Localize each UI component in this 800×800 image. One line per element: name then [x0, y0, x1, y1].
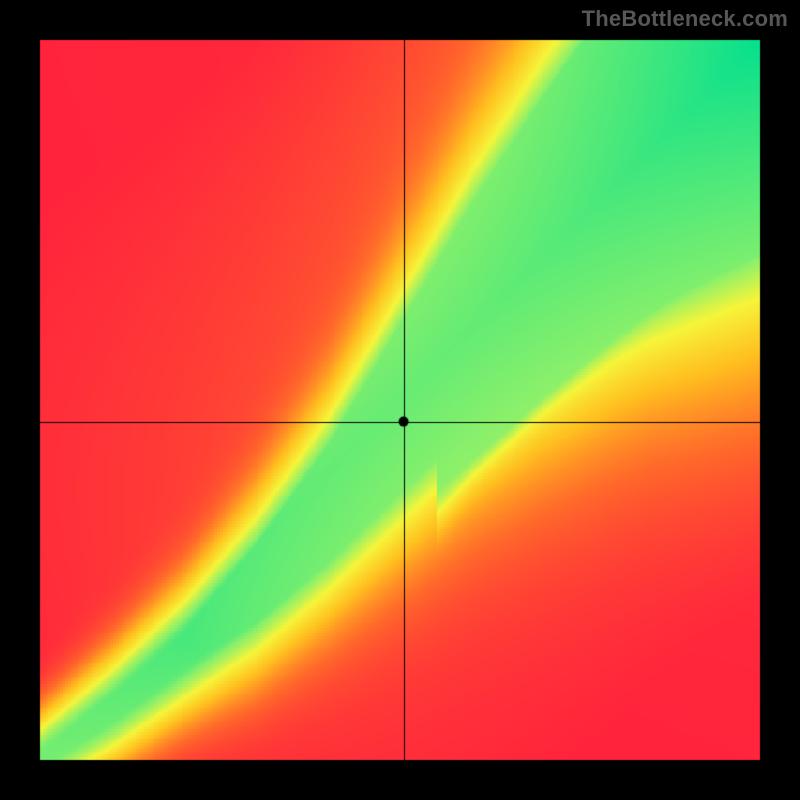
- bottleneck-heatmap-canvas: [0, 0, 800, 800]
- watermark-text: TheBottleneck.com: [582, 6, 788, 32]
- chart-container: TheBottleneck.com: [0, 0, 800, 800]
